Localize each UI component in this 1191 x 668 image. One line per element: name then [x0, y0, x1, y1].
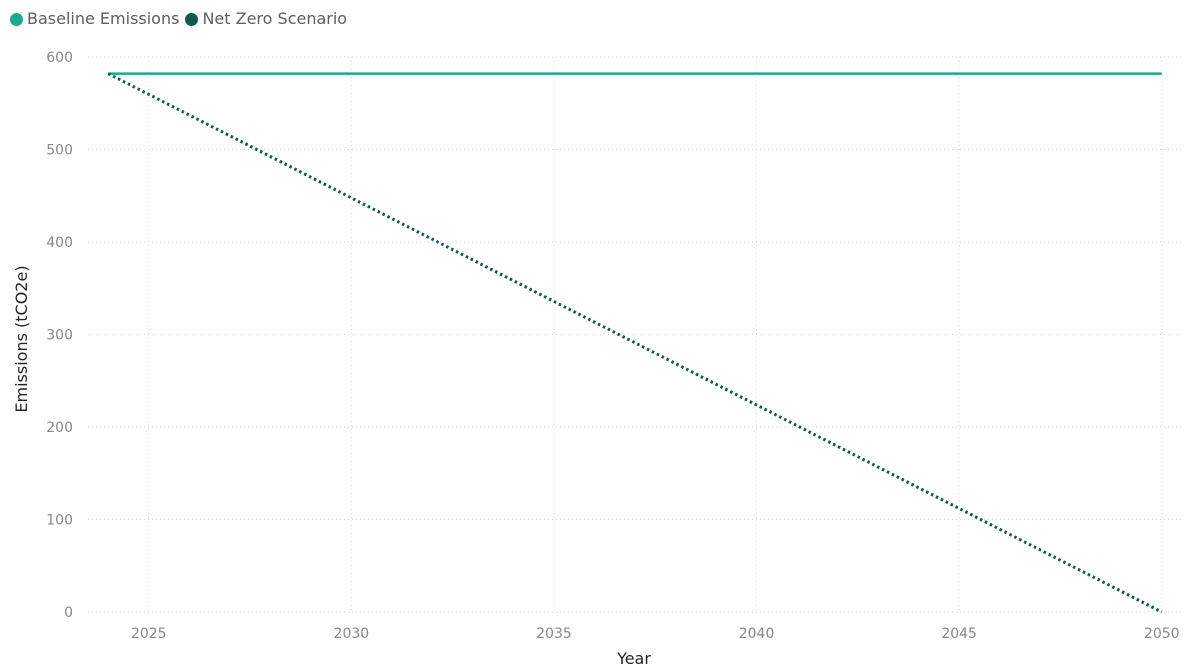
y-axis-title: Emissions (tCO2e): [12, 265, 31, 412]
baseline-swatch-icon: [10, 12, 23, 26]
x-tick-label: 2045: [941, 626, 977, 642]
y-tick-label: 100: [46, 513, 73, 529]
x-tick-label: 2050: [1144, 626, 1180, 642]
x-tick-label: 2030: [334, 626, 370, 642]
x-axis-title: Year: [616, 649, 651, 668]
legend-item-net-zero[interactable]: Net Zero Scenario: [185, 9, 347, 29]
y-tick-label: 300: [46, 328, 73, 344]
y-tick-label: 500: [46, 143, 73, 159]
chart-legend: Baseline Emissions Net Zero Scenario: [10, 9, 353, 29]
y-tick-label: 200: [46, 420, 73, 436]
legend-label-baseline: Baseline Emissions: [27, 9, 180, 28]
net-zero-scenario-line[interactable]: [107, 72, 1163, 614]
gridlines: [88, 56, 1182, 613]
series-lines: [107, 72, 1163, 614]
x-tick-label: 2040: [739, 626, 775, 642]
y-tick-label: 600: [46, 50, 73, 66]
legend-label-net-zero: Net Zero Scenario: [202, 9, 348, 28]
y-tick-label: 400: [46, 235, 73, 251]
tick-labels: 0 100 200 300 400 500 600 2025 2030 2035 2040 2045 2…: [46, 50, 1179, 642]
x-tick-label: 2025: [131, 626, 167, 642]
net-zero-swatch-icon: [185, 12, 199, 26]
x-tick-label: 2035: [536, 626, 572, 642]
legend-item-baseline[interactable]: Baseline Emissions: [10, 9, 179, 29]
y-tick-label: 0: [64, 605, 73, 621]
